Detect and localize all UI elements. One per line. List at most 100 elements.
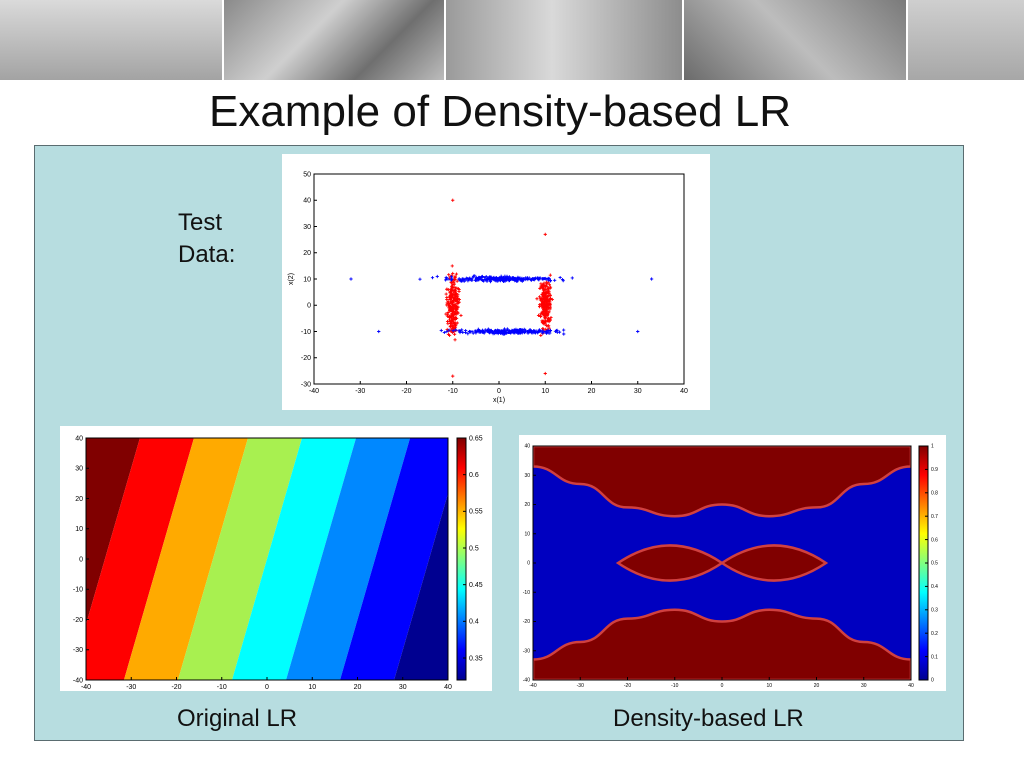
data-point xyxy=(480,274,485,279)
data-point xyxy=(489,328,494,333)
colorbar-tick-label: 0.2 xyxy=(931,631,938,637)
data-point xyxy=(453,291,457,295)
colorbar-tick-label: 0.55 xyxy=(469,509,483,516)
data-point xyxy=(548,328,553,333)
y-tick-label: 0 xyxy=(79,556,83,563)
x-tick-label: 10 xyxy=(541,388,549,395)
data-point xyxy=(477,330,481,334)
data-point xyxy=(527,329,531,334)
data-point xyxy=(547,326,551,330)
y-tick-label: 30 xyxy=(75,466,83,473)
data-point xyxy=(461,330,465,334)
data-point xyxy=(650,277,654,281)
data-point xyxy=(446,322,450,326)
data-point xyxy=(442,330,446,335)
data-point xyxy=(553,278,557,282)
data-point xyxy=(514,328,518,332)
data-point xyxy=(459,278,463,282)
data-point xyxy=(454,311,458,316)
data-point xyxy=(446,332,451,337)
data-point xyxy=(511,276,515,280)
colorbar-tick-label: 0.45 xyxy=(469,582,483,589)
data-point xyxy=(547,289,551,293)
x-tick-label: -20 xyxy=(624,683,631,689)
data-point xyxy=(466,332,470,336)
data-point xyxy=(451,198,455,202)
data-point xyxy=(474,331,478,335)
banner-photo-tools xyxy=(684,0,908,80)
y-tick-label: 30 xyxy=(524,473,530,479)
data-point xyxy=(541,331,545,335)
x-tick-label: -40 xyxy=(81,684,91,691)
data-point xyxy=(435,274,439,279)
data-point xyxy=(547,283,552,287)
data-point xyxy=(449,278,453,282)
data-point xyxy=(541,300,545,305)
x-tick-label: 10 xyxy=(308,684,316,691)
data-point xyxy=(541,292,545,296)
data-point xyxy=(451,307,455,311)
colorbar-tick-label: 0.4 xyxy=(931,584,938,590)
colorbar-tick-label: 0.65 xyxy=(469,435,483,442)
data-point xyxy=(452,285,456,289)
data-point xyxy=(444,292,448,296)
colorbar-tick-label: 0.7 xyxy=(931,514,938,520)
data-point xyxy=(525,276,530,280)
data-point xyxy=(455,301,459,306)
data-point xyxy=(447,328,451,332)
data-point xyxy=(480,278,484,282)
data-point xyxy=(483,275,487,280)
data-point xyxy=(485,278,489,282)
banner-photo-skeleton xyxy=(446,0,684,80)
data-point xyxy=(541,326,545,331)
colorbar-tick-label: 0.5 xyxy=(469,545,479,552)
data-point xyxy=(457,300,461,304)
colorbar-tick-label: 0.4 xyxy=(469,619,479,626)
x-tick-label: -30 xyxy=(577,683,584,689)
data-point xyxy=(452,332,457,336)
data-point xyxy=(548,285,553,289)
data-point xyxy=(446,310,450,315)
data-point xyxy=(491,332,495,336)
data-point xyxy=(547,298,551,302)
data-point xyxy=(519,278,523,282)
y-tick-label: 20 xyxy=(75,496,83,503)
x-tick-label: -10 xyxy=(448,388,458,395)
x-tick-label: 20 xyxy=(354,684,362,691)
slide-title: Example of Density-based LR xyxy=(208,87,792,136)
density-lr-panel: -40 -30 -20 -10 0 10 20 30 40 -40 -30 -20 -10 0 10 20 30… xyxy=(519,435,946,691)
data-point xyxy=(544,301,548,305)
data-point xyxy=(546,324,550,328)
data-point xyxy=(542,305,546,309)
data-point xyxy=(514,278,518,282)
data-point xyxy=(498,279,503,283)
data-point xyxy=(452,280,456,284)
data-point xyxy=(501,329,505,333)
data-point xyxy=(453,325,458,329)
data-point xyxy=(522,327,526,331)
data-point xyxy=(547,276,551,281)
y-tick-label: 50 xyxy=(303,171,311,178)
data-point xyxy=(543,309,548,314)
banner-photo-glassware xyxy=(908,0,1024,80)
data-point xyxy=(548,307,552,311)
data-point xyxy=(474,278,478,282)
data-point xyxy=(444,275,448,280)
y-tick-label: -10 xyxy=(523,590,530,596)
data-point xyxy=(494,276,499,280)
colorbar-tick-label: 0 xyxy=(931,678,934,684)
data-point xyxy=(542,287,546,291)
x-tick-label: 10 xyxy=(766,683,772,689)
data-point xyxy=(453,322,457,326)
data-point xyxy=(349,277,353,281)
data-point xyxy=(452,282,456,286)
data-point xyxy=(539,314,543,319)
data-point xyxy=(539,297,543,301)
data-point xyxy=(505,278,509,282)
data-point xyxy=(636,329,640,334)
data-point xyxy=(454,295,458,299)
data-point xyxy=(377,329,381,334)
data-point xyxy=(450,299,454,303)
data-point xyxy=(446,277,450,281)
test-data-scatter-chart: -40 -30 -20 -10 0 10 20 30 40-30-20-100102030405… xyxy=(288,171,688,404)
